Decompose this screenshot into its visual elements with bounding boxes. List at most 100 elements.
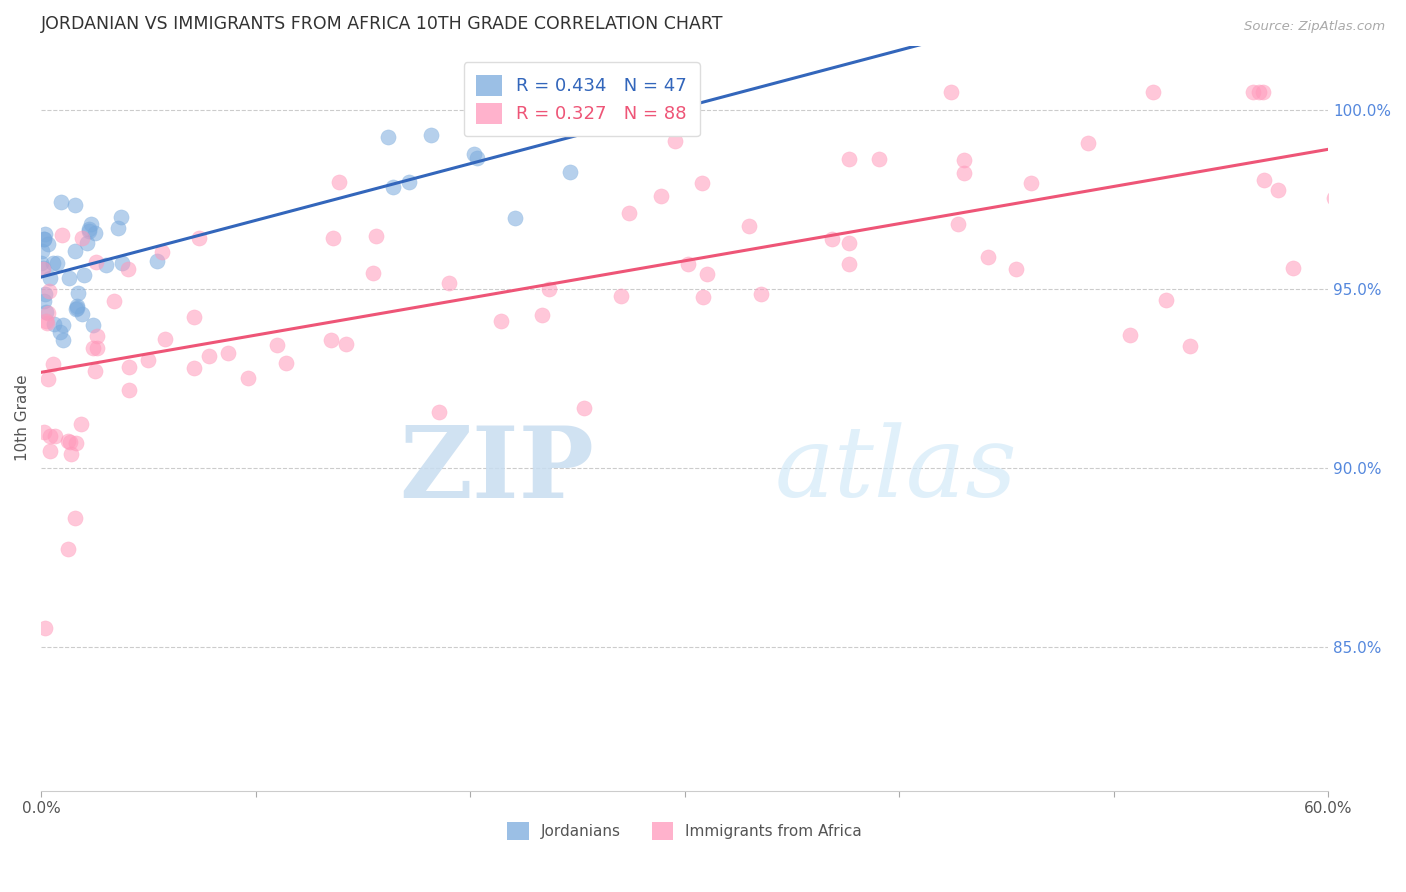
- Point: [377, 129, 399, 144]
- Point: [690, 176, 713, 190]
- Point: [31, 244, 53, 258]
- Point: [77, 224, 100, 238]
- Point: [73, 268, 96, 282]
- Legend: Jordanians, Immigrants from Africa: Jordanians, Immigrants from Africa: [502, 816, 868, 847]
- Point: [319, 333, 342, 347]
- Point: [1119, 327, 1142, 342]
- Point: [676, 257, 699, 271]
- Point: [63, 198, 86, 212]
- Point: [531, 308, 554, 322]
- Point: [558, 165, 581, 179]
- Point: [952, 153, 974, 168]
- Point: [366, 229, 388, 244]
- Point: [51, 228, 73, 243]
- Point: [505, 211, 527, 225]
- Point: [107, 221, 129, 235]
- Point: [429, 404, 451, 418]
- Point: [328, 175, 350, 189]
- Point: [617, 206, 640, 220]
- Point: [363, 266, 385, 280]
- Point: [838, 235, 860, 250]
- Point: [79, 221, 101, 235]
- Point: [65, 435, 87, 450]
- Point: [1178, 339, 1201, 353]
- Point: [335, 336, 357, 351]
- Point: [398, 175, 420, 189]
- Point: [86, 329, 108, 343]
- Point: [696, 267, 718, 281]
- Point: [49, 325, 72, 339]
- Point: [150, 245, 173, 260]
- Text: ZIP: ZIP: [399, 422, 595, 519]
- Point: [58, 271, 80, 285]
- Point: [52, 318, 75, 332]
- Point: [117, 261, 139, 276]
- Point: [110, 211, 132, 225]
- Point: [32, 262, 55, 277]
- Point: [59, 447, 82, 461]
- Point: [76, 235, 98, 250]
- Point: [82, 341, 104, 355]
- Point: [34, 287, 56, 301]
- Point: [1282, 260, 1305, 275]
- Point: [58, 434, 80, 449]
- Point: [939, 85, 962, 99]
- Point: [463, 147, 485, 161]
- Point: [238, 371, 260, 385]
- Point: [274, 356, 297, 370]
- Point: [1154, 293, 1177, 307]
- Point: [217, 346, 239, 360]
- Point: [38, 285, 60, 299]
- Point: [692, 290, 714, 304]
- Point: [658, 81, 681, 95]
- Point: [465, 151, 488, 165]
- Point: [650, 189, 672, 203]
- Point: [65, 301, 87, 316]
- Point: [977, 250, 1000, 264]
- Point: [183, 361, 205, 376]
- Point: [382, 179, 405, 194]
- Point: [32, 293, 55, 308]
- Point: [38, 270, 60, 285]
- Point: [266, 338, 288, 352]
- Point: [67, 285, 90, 300]
- Y-axis label: 10th Grade: 10th Grade: [15, 375, 30, 461]
- Point: [661, 98, 683, 112]
- Point: [66, 301, 89, 315]
- Point: [69, 417, 91, 432]
- Point: [1241, 85, 1264, 99]
- Point: [30, 256, 52, 270]
- Point: [610, 289, 633, 303]
- Point: [489, 314, 512, 328]
- Point: [86, 341, 108, 355]
- Point: [96, 258, 118, 272]
- Point: [155, 332, 177, 346]
- Point: [111, 256, 134, 270]
- Point: [1004, 261, 1026, 276]
- Point: [1323, 191, 1346, 205]
- Point: [86, 255, 108, 269]
- Point: [1267, 183, 1289, 197]
- Point: [869, 152, 891, 166]
- Point: [572, 401, 595, 415]
- Point: [821, 232, 844, 246]
- Point: [42, 317, 65, 331]
- Point: [953, 166, 976, 180]
- Point: [80, 218, 103, 232]
- Point: [146, 253, 169, 268]
- Point: [136, 353, 159, 368]
- Point: [838, 153, 860, 167]
- Point: [118, 359, 141, 374]
- Point: [32, 232, 55, 246]
- Point: [187, 231, 209, 245]
- Point: [37, 372, 59, 386]
- Point: [1019, 176, 1042, 190]
- Point: [37, 236, 59, 251]
- Point: [1249, 85, 1271, 99]
- Point: [749, 287, 772, 301]
- Point: [44, 429, 66, 443]
- Point: [34, 621, 56, 635]
- Point: [42, 358, 65, 372]
- Text: atlas: atlas: [775, 423, 1018, 518]
- Point: [59, 435, 82, 450]
